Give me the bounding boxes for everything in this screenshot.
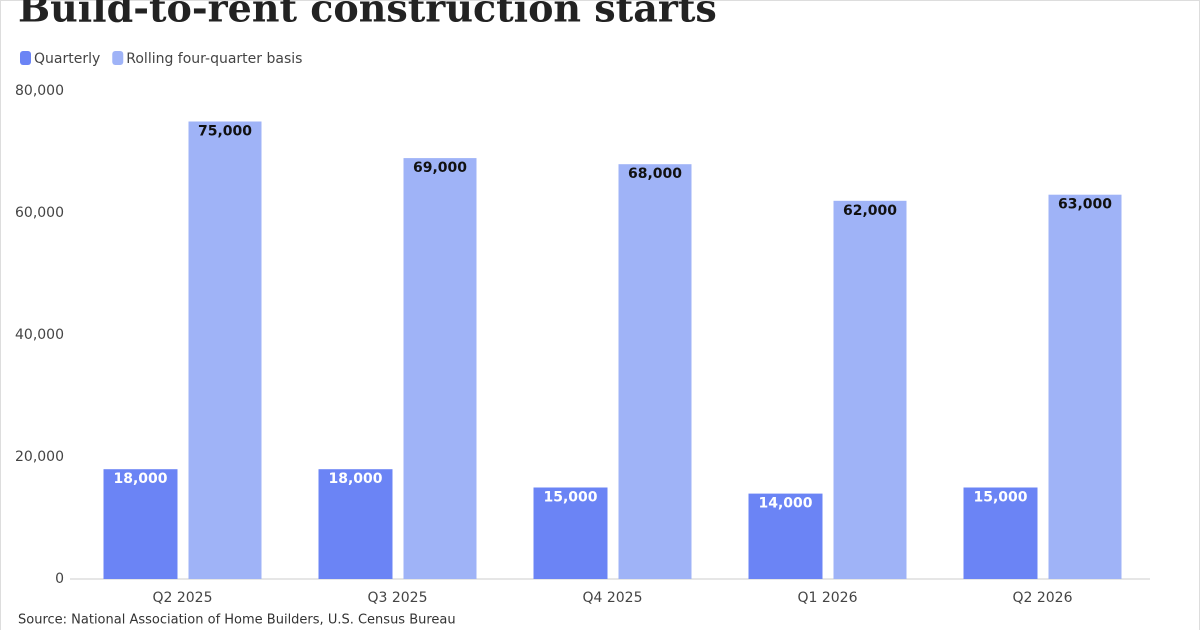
legend-swatch — [112, 51, 124, 65]
y-tick-label: 20,000 — [15, 449, 64, 465]
bar — [833, 200, 907, 580]
source: Source: National Association of Home Bui… — [18, 613, 456, 628]
bar — [318, 469, 393, 579]
bar — [618, 164, 692, 579]
bar — [188, 121, 262, 579]
bar — [1048, 194, 1122, 579]
y-tick-label: 40,000 — [15, 327, 64, 343]
x-tick-label: Q4 2025 — [582, 590, 642, 606]
value-label: 18,000 — [113, 471, 167, 487]
value-label: 68,000 — [628, 166, 682, 182]
bar — [963, 487, 1038, 579]
value-label: 69,000 — [413, 160, 467, 176]
bar — [748, 493, 823, 579]
value-label: 62,000 — [843, 203, 897, 219]
value-label: 15,000 — [543, 490, 597, 506]
value-label: 18,000 — [328, 471, 382, 487]
bar — [533, 487, 608, 579]
x-tick-label: Q3 2025 — [367, 590, 427, 606]
value-label: 75,000 — [198, 124, 252, 140]
y-tick-label: 80,000 — [15, 83, 64, 99]
value-label: 15,000 — [973, 490, 1027, 506]
x-tick-label: Q2 2026 — [1012, 590, 1072, 606]
value-label: 14,000 — [758, 496, 812, 512]
legend-label: Rolling four-quarter basis — [126, 51, 302, 67]
chart-title: Build-to-rent construction starts — [18, 0, 717, 31]
y-tick-label: 0 — [55, 571, 64, 587]
bar — [403, 158, 477, 579]
legend-label: Quarterly — [34, 51, 100, 67]
x-tick-label: Q2 2025 — [152, 590, 212, 606]
legend-swatch — [20, 51, 31, 65]
value-label: 63,000 — [1058, 197, 1112, 213]
bar — [103, 469, 178, 579]
y-tick-label: 60,000 — [15, 205, 64, 221]
x-tick-label: Q1 2026 — [797, 590, 857, 606]
